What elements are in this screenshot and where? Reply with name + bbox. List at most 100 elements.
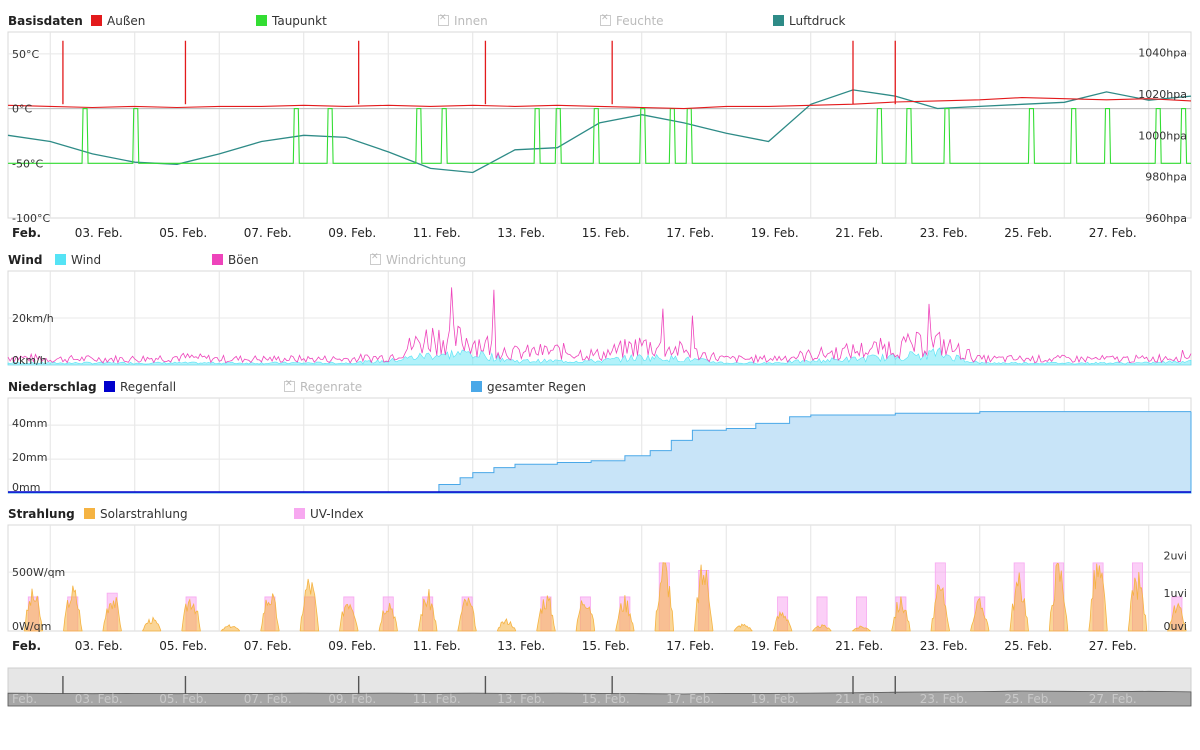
legend-label: Böen xyxy=(228,253,259,267)
series-solarstrahlung-area xyxy=(142,616,162,632)
series-solarstrahlung-area xyxy=(1088,563,1108,632)
legend-swatch xyxy=(284,379,295,392)
legend-label: Luftdruck xyxy=(789,14,846,28)
x-axis-date-label: 17. Feb. xyxy=(666,639,714,653)
x-axis-date-label: 09. Feb. xyxy=(328,639,376,653)
legend-swatch xyxy=(370,252,381,265)
x-axis-date-label: 19. Feb. xyxy=(751,226,799,240)
legend-item-innen[interactable]: Innen xyxy=(438,13,488,28)
navigator-date-label: 09. Feb. xyxy=(328,692,376,706)
legend-item-gesamter-regen[interactable]: gesamter Regen xyxy=(471,380,586,394)
y-axis-label-right: 1000hpa xyxy=(1138,129,1187,142)
y-axis-label-right: 0uvi xyxy=(1163,620,1187,633)
legend-swatch xyxy=(212,254,223,265)
navigator-date-label: 07. Feb. xyxy=(244,692,292,706)
navigator-date-label: Feb. xyxy=(12,692,37,706)
x-axis-date-label: 23. Feb. xyxy=(920,639,968,653)
y-axis-label-left: 50°C xyxy=(12,48,39,61)
series-solarstrahlung-area xyxy=(772,610,793,632)
series-solarstrahlung-area xyxy=(181,598,201,632)
series-solarstrahlung-area xyxy=(496,618,517,632)
y-axis-label-left: 0°C xyxy=(12,103,32,116)
x-axis-date-label: Feb. xyxy=(12,226,41,240)
x-axis-date-label: 13. Feb. xyxy=(497,639,545,653)
x-axis-date-label: 05. Feb. xyxy=(159,639,207,653)
y-axis-label-left: 500W/qm xyxy=(12,566,65,579)
legend-swatch xyxy=(294,508,305,519)
legend-swatch xyxy=(773,15,784,26)
panel-title-strahlung: Strahlung xyxy=(8,507,75,521)
legend-item-taupunkt[interactable]: Taupunkt xyxy=(256,14,327,28)
series-aussen-line xyxy=(7,97,1192,110)
legend-item-boeen[interactable]: Böen xyxy=(212,253,259,267)
x-axis-date-label: 03. Feb. xyxy=(75,639,123,653)
x-axis-date-label: 07. Feb. xyxy=(244,226,292,240)
legend-item-uv-index[interactable]: UV-Index xyxy=(294,507,364,521)
legend-strahlung: Strahlung Solarstrahlung UV-Index xyxy=(8,507,1188,523)
x-axis-date-label: 17. Feb. xyxy=(666,226,714,240)
series-solarstrahlung-area xyxy=(457,597,477,632)
navigator-date-label: 19. Feb. xyxy=(751,692,799,706)
panel-title-basisdaten: Basisdaten xyxy=(8,14,83,28)
plot-area-0 xyxy=(7,31,1192,219)
x-axis-date-label: 15. Feb. xyxy=(582,226,630,240)
navigator-date-label: 11. Feb. xyxy=(413,692,461,706)
legend-item-regenrate[interactable]: Regenrate xyxy=(284,379,363,394)
legend-label: Regenfall xyxy=(120,380,177,394)
x-axis-date-label: 15. Feb. xyxy=(582,639,630,653)
legend-item-windrichtung[interactable]: Windrichtung xyxy=(370,252,467,267)
series-gesamter-regen-area xyxy=(8,411,1192,494)
series-wind-area xyxy=(7,347,1192,366)
x-axis-date-label: 25. Feb. xyxy=(1004,639,1052,653)
series-solarstrahlung-area xyxy=(339,603,359,632)
legend-item-aussen[interactable]: Außen xyxy=(91,14,145,28)
legend-item-wind[interactable]: Wind xyxy=(55,253,101,267)
series-boeen-line xyxy=(7,287,1192,365)
series-solarstrahlung-area xyxy=(615,595,635,632)
y-axis-label-right: 2uvi xyxy=(1163,549,1187,562)
legend-label: Windrichtung xyxy=(386,253,467,267)
y-axis-label-right: 1040hpa xyxy=(1138,47,1187,60)
series-solarstrahlung-area xyxy=(970,597,990,632)
series-solarstrahlung-area xyxy=(733,623,753,632)
navigator-series xyxy=(7,690,1192,707)
y-axis-label-left: 0W/qm xyxy=(12,620,51,633)
series-solarstrahlung-area xyxy=(299,578,320,632)
x-axis-date-label: 21. Feb. xyxy=(835,226,883,240)
series-solarstrahlung-area xyxy=(891,596,911,632)
series-solarstrahlung-area xyxy=(260,593,280,632)
legend-niederschlag: Niederschlag Regenfall Regenrate gesamte… xyxy=(8,379,1188,396)
x-axis-date-label: 27. Feb. xyxy=(1089,226,1137,240)
x-axis-date-label: 19. Feb. xyxy=(751,639,799,653)
y-axis-label-right: 960hpa xyxy=(1145,212,1187,225)
legend-item-feuchte[interactable]: Feuchte xyxy=(600,13,664,28)
x-axis-date-label: 03. Feb. xyxy=(75,226,123,240)
legend-item-luftdruck[interactable]: Luftdruck xyxy=(773,14,846,28)
legend-item-regenfall[interactable]: Regenfall xyxy=(104,380,176,394)
legend-label: Innen xyxy=(454,14,488,28)
legend-swatch xyxy=(104,381,115,392)
panel-title-niederschlag: Niederschlag xyxy=(8,380,97,394)
x-axis-date-label: 05. Feb. xyxy=(159,226,207,240)
series-solarstrahlung-area xyxy=(654,562,675,632)
navigator-date-label: 15. Feb. xyxy=(582,692,630,706)
y-axis-label-right: 1020hpa xyxy=(1138,88,1187,101)
legend-label: Solarstrahlung xyxy=(100,507,188,521)
x-axis-date-label: Feb. xyxy=(12,639,41,653)
series-solarstrahlung-area xyxy=(63,585,83,632)
series-solarstrahlung-area xyxy=(418,589,438,632)
legend-label: Regenrate xyxy=(300,380,363,394)
series-solarstrahlung-area xyxy=(575,600,596,632)
plot-area-3 xyxy=(7,524,1192,632)
x-axis-date-label: 27. Feb. xyxy=(1089,639,1137,653)
legend-label: Feuchte xyxy=(616,14,664,28)
x-axis-date-label: 11. Feb. xyxy=(413,226,461,240)
legend-swatch xyxy=(55,254,66,265)
navigator-date-label: 13. Feb. xyxy=(497,692,545,706)
legend-item-solarstrahlung[interactable]: Solarstrahlung xyxy=(84,507,188,521)
series-solarstrahlung-area xyxy=(1127,571,1148,632)
legend-label: Wind xyxy=(71,253,102,267)
y-axis-label-left: 20mm xyxy=(12,451,47,464)
y-axis-label-left: 0km/h xyxy=(12,354,47,367)
